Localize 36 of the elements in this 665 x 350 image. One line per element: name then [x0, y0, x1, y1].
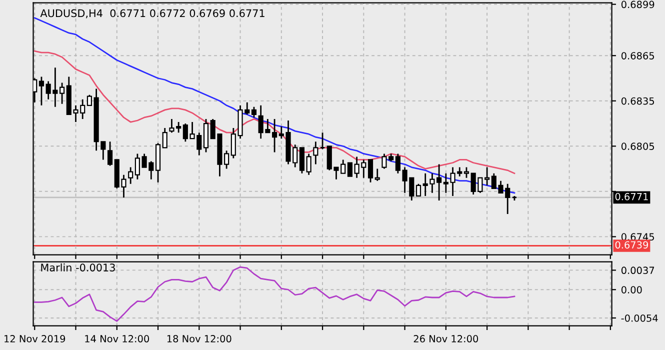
x-tick-label: 14 Nov 12:00 — [85, 335, 150, 342]
candlestick — [162, 127, 168, 148]
candlestick — [374, 168, 380, 182]
candlestick — [436, 164, 442, 202]
y-tick-label: 0.6805 — [621, 142, 654, 150]
candlestick — [38, 76, 44, 106]
candlestick — [313, 140, 318, 165]
text: AUDUSD,H4 0.6771 0.6772 0.6769 0.6771 — [40, 9, 264, 18]
y-tick-label: -0.0054 — [621, 314, 658, 322]
y-tick-label: 0.6865 — [621, 52, 654, 60]
candlestick — [107, 140, 113, 166]
candlestick — [484, 166, 490, 186]
candlestick — [86, 94, 92, 106]
candlestick — [306, 153, 312, 176]
ref-line-label: 0.6739 — [615, 241, 648, 249]
y-tick-label: 0.6835 — [621, 97, 654, 105]
y-tick-label: 0.6899 — [621, 0, 654, 8]
candlestick — [368, 159, 374, 184]
candlestick — [464, 166, 470, 179]
x-tick-label: 18 Nov 12:00 — [167, 335, 232, 342]
y-tick-label: 0.0037 — [621, 266, 654, 274]
candlestick — [251, 106, 257, 118]
x-tick-label: 26 Nov 12:00 — [414, 335, 478, 342]
candlestick — [299, 146, 305, 174]
chart-title: Marlin -0.0013 — [41, 263, 115, 272]
candlestick — [320, 132, 326, 150]
candlestick — [272, 118, 278, 153]
candlestick — [134, 153, 140, 180]
y-tick-label: 0.00 — [621, 286, 642, 294]
candlestick — [224, 150, 230, 170]
candlestick — [347, 162, 352, 177]
candlestick — [60, 82, 65, 105]
x-tick-label: 12 Nov 2019 — [4, 335, 66, 342]
candlestick — [416, 183, 422, 197]
candlestick — [128, 166, 134, 185]
ref-line-label: 0.6771 — [615, 192, 648, 200]
